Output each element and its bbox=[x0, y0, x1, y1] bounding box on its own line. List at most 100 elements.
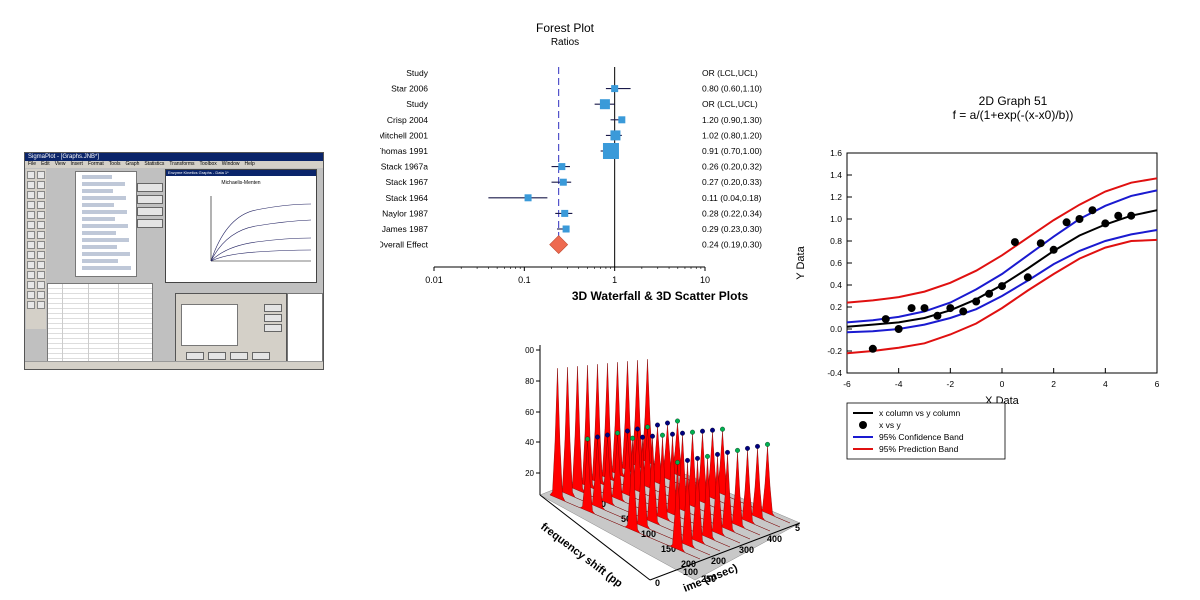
waterfall-x-tick-label: 250 bbox=[701, 574, 716, 584]
toolbar-icon bbox=[37, 181, 45, 189]
toolbar-icon bbox=[27, 171, 35, 179]
worksheet-column-line bbox=[88, 284, 89, 364]
worksheet-row bbox=[48, 314, 152, 319]
data-point bbox=[959, 307, 968, 316]
dialog-button bbox=[264, 304, 282, 312]
forest-or-label: OR (LCL,UCL) bbox=[702, 68, 758, 78]
legend-label: 95% Prediction Band bbox=[879, 444, 959, 454]
x-tick-label: 6 bbox=[1155, 379, 1160, 389]
data-point bbox=[1114, 211, 1123, 220]
y-tick-label: 0.0 bbox=[830, 324, 842, 334]
notebook-button bbox=[137, 207, 163, 216]
scatter-marker bbox=[745, 445, 750, 451]
data-point bbox=[972, 297, 981, 306]
tree-item bbox=[82, 245, 117, 249]
forest-or-label: 0.29 (0.23,0.30) bbox=[702, 224, 762, 234]
tree-item bbox=[82, 238, 129, 242]
app-title-bar: SigmaPlot - [Graphs.JNB*] bbox=[25, 153, 323, 161]
forest-or-label: 0.26 (0.20,0.32) bbox=[702, 162, 762, 172]
waterfall-y-tick-label: 200 bbox=[711, 556, 726, 566]
data-point bbox=[946, 304, 955, 313]
scatter-marker bbox=[660, 432, 665, 438]
tree-item bbox=[82, 231, 116, 235]
forest-or-label: 0.80 (0.60,1.10) bbox=[702, 84, 762, 94]
toolbar-icon bbox=[27, 181, 35, 189]
waterfall-y-tick-label: 100 bbox=[683, 567, 698, 577]
data-point bbox=[920, 304, 929, 313]
waterfall-y-tick-label: 300 bbox=[739, 545, 754, 555]
forest-or-label: 1.20 (0.90,1.30) bbox=[702, 115, 762, 125]
dialog-button bbox=[230, 352, 248, 360]
waterfall-3d-plot: 3D Waterfall & 3D Scatter Plots008060402… bbox=[525, 289, 800, 595]
regression-wizard-dialog bbox=[175, 293, 287, 365]
data-point bbox=[1062, 218, 1071, 227]
y-tick-label: -0.2 bbox=[827, 346, 842, 356]
menu-item: View bbox=[54, 161, 66, 167]
tree-item bbox=[82, 217, 115, 221]
scatter-marker bbox=[700, 428, 705, 434]
legend-box bbox=[846, 402, 1006, 460]
scatter-marker bbox=[755, 443, 760, 449]
forest-study-label: Thomas 1991 bbox=[380, 146, 428, 156]
data-point bbox=[1049, 245, 1058, 254]
notebook-buttons bbox=[137, 183, 163, 231]
scatter-marker bbox=[695, 455, 700, 461]
scatter-marker bbox=[685, 457, 690, 463]
scatter-marker bbox=[680, 430, 685, 436]
menu-item: Statistics bbox=[144, 161, 165, 167]
forest-x-tick-label: 0.1 bbox=[518, 275, 531, 285]
forest-or-label: 0.91 (0.70,1.00) bbox=[702, 146, 762, 156]
scatter-marker bbox=[650, 433, 655, 439]
effect-size-box bbox=[599, 99, 610, 110]
worksheet-row bbox=[48, 369, 152, 370]
forest-or-label: 0.27 (0.20,0.33) bbox=[702, 177, 762, 187]
waterfall-x-tick-label: 0 bbox=[601, 499, 606, 509]
tree-item bbox=[82, 196, 126, 200]
tree-item bbox=[82, 259, 118, 263]
toolbar-icon bbox=[27, 191, 35, 199]
scatter-marker bbox=[665, 420, 670, 426]
forest-study-label: James 1987 bbox=[382, 224, 429, 234]
waterfall-y-tick-label: 500 bbox=[795, 523, 800, 533]
worksheet-row bbox=[48, 349, 152, 354]
forest-study-label: Stack 1964 bbox=[385, 193, 428, 203]
forest-study-label: Study bbox=[406, 99, 428, 109]
y-tick-label: 1.6 bbox=[830, 148, 842, 158]
waterfall-z-tick-label: 80 bbox=[525, 377, 534, 386]
data-point bbox=[985, 289, 994, 298]
worksheet-row bbox=[48, 354, 152, 359]
dialog-button bbox=[252, 352, 270, 360]
forest-or-label: 0.24 (0.19,0.30) bbox=[702, 240, 762, 250]
worksheet-row bbox=[48, 284, 152, 289]
worksheet-column-line bbox=[62, 284, 63, 364]
x-tick-label: 2 bbox=[1051, 379, 1056, 389]
x-tick-label: 4 bbox=[1103, 379, 1108, 389]
menu-item: Window bbox=[221, 161, 240, 167]
waterfall-spectrum-trace bbox=[549, 368, 701, 560]
scatter-marker bbox=[670, 431, 675, 437]
data-point bbox=[1075, 215, 1084, 223]
toolbar-icon bbox=[27, 241, 35, 249]
graph-title: 2D Graph 51 bbox=[979, 94, 1048, 108]
scatter-marker bbox=[640, 434, 645, 440]
mini-graph-title: Michaelis-Menten bbox=[221, 180, 261, 186]
dialog-button bbox=[264, 314, 282, 322]
toolbar-icon bbox=[37, 291, 45, 299]
graph-window: Enzyme Kinetics Graphs - Data 1* Michael… bbox=[165, 169, 317, 283]
forest-study-label: Study bbox=[406, 68, 428, 78]
waterfall-x-axis bbox=[539, 494, 651, 581]
mini-graph bbox=[210, 196, 312, 262]
menu-item: Insert bbox=[70, 161, 83, 167]
app-menu-bar: File Edit View Insert Format Tools Graph Statis… bbox=[25, 161, 323, 168]
menu-item: Help bbox=[244, 161, 255, 167]
x-tick-label: -2 bbox=[947, 379, 955, 389]
worksheet-row bbox=[48, 289, 152, 294]
worksheet-row bbox=[48, 339, 152, 344]
waterfall-y-tick-label: 400 bbox=[767, 534, 782, 544]
toolbar-icon bbox=[37, 211, 45, 219]
worksheet-row bbox=[48, 324, 152, 329]
waterfall-x-tick-label: 100 bbox=[641, 529, 656, 539]
x-tick-label: -6 bbox=[843, 379, 851, 389]
waterfall-z-tick-label: 60 bbox=[525, 408, 534, 417]
tree-item bbox=[82, 210, 127, 214]
